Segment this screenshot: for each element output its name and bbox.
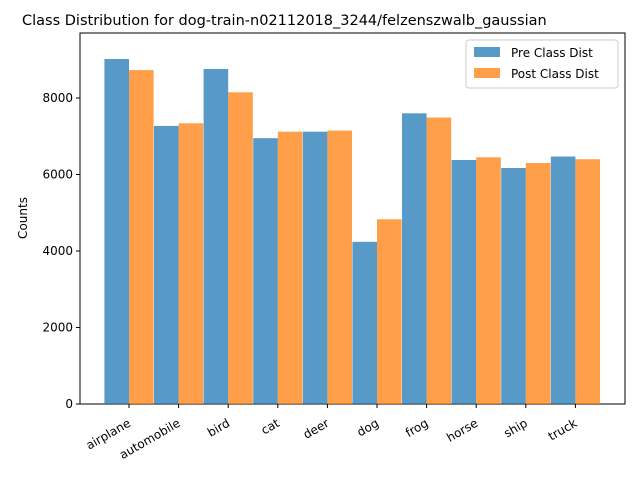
y-tick-label: 0 xyxy=(65,397,73,411)
bar-post-airplane xyxy=(129,70,154,404)
y-axis-label: Counts xyxy=(16,197,30,239)
bar-post-deer xyxy=(327,130,352,404)
bar-post-automobile xyxy=(178,123,204,404)
y-tick-label: 2000 xyxy=(42,321,73,335)
legend-box xyxy=(465,39,619,89)
x-tick-label-horse: horse xyxy=(444,416,480,445)
bar-post-ship xyxy=(525,163,551,404)
chart-title: Class Distribution for dog-train-n021120… xyxy=(22,13,547,29)
x-tick-label-dog: dog xyxy=(354,416,381,439)
bars-group xyxy=(104,59,600,405)
bar-post-truck xyxy=(575,159,600,404)
legend-label-pre: Pre Class Dist xyxy=(511,46,593,60)
bar-pre-frog xyxy=(402,113,427,405)
bar-pre-deer xyxy=(302,131,328,404)
bar-pre-dog xyxy=(352,241,377,404)
bar-pre-automobile xyxy=(154,125,179,405)
bar-post-bird xyxy=(228,92,253,404)
bar-pre-ship xyxy=(501,168,526,404)
x-tick-label-deer: deer xyxy=(301,416,332,442)
bar-post-dog xyxy=(377,219,402,404)
bar-post-frog xyxy=(426,117,452,405)
y-tick-label: 8000 xyxy=(42,91,73,105)
bar-pre-truck xyxy=(550,156,576,404)
y-tick-label: 4000 xyxy=(42,244,73,258)
bar-pre-horse xyxy=(451,159,477,404)
y-axis: 0 2000 4000 6000 8000 xyxy=(42,91,80,411)
bar-post-cat xyxy=(277,131,303,404)
legend-swatch-pre xyxy=(474,47,500,57)
legend-label-post: Post Class Dist xyxy=(511,67,599,81)
bar-pre-cat xyxy=(253,138,278,404)
x-tick-label-ship: ship xyxy=(501,416,529,441)
x-tick-label-truck: truck xyxy=(546,416,580,444)
legend-swatch-post xyxy=(474,68,500,78)
x-tick-label-bird: bird xyxy=(205,416,232,440)
bar-post-horse xyxy=(476,157,501,404)
legend: Pre Class Dist Post Class Dist xyxy=(465,39,619,89)
x-tick-label-frog: frog xyxy=(403,416,431,440)
bar-pre-bird xyxy=(203,68,229,404)
y-tick-label: 6000 xyxy=(42,168,73,182)
bar-pre-airplane xyxy=(104,59,129,405)
x-tick-label-cat: cat xyxy=(259,416,282,438)
